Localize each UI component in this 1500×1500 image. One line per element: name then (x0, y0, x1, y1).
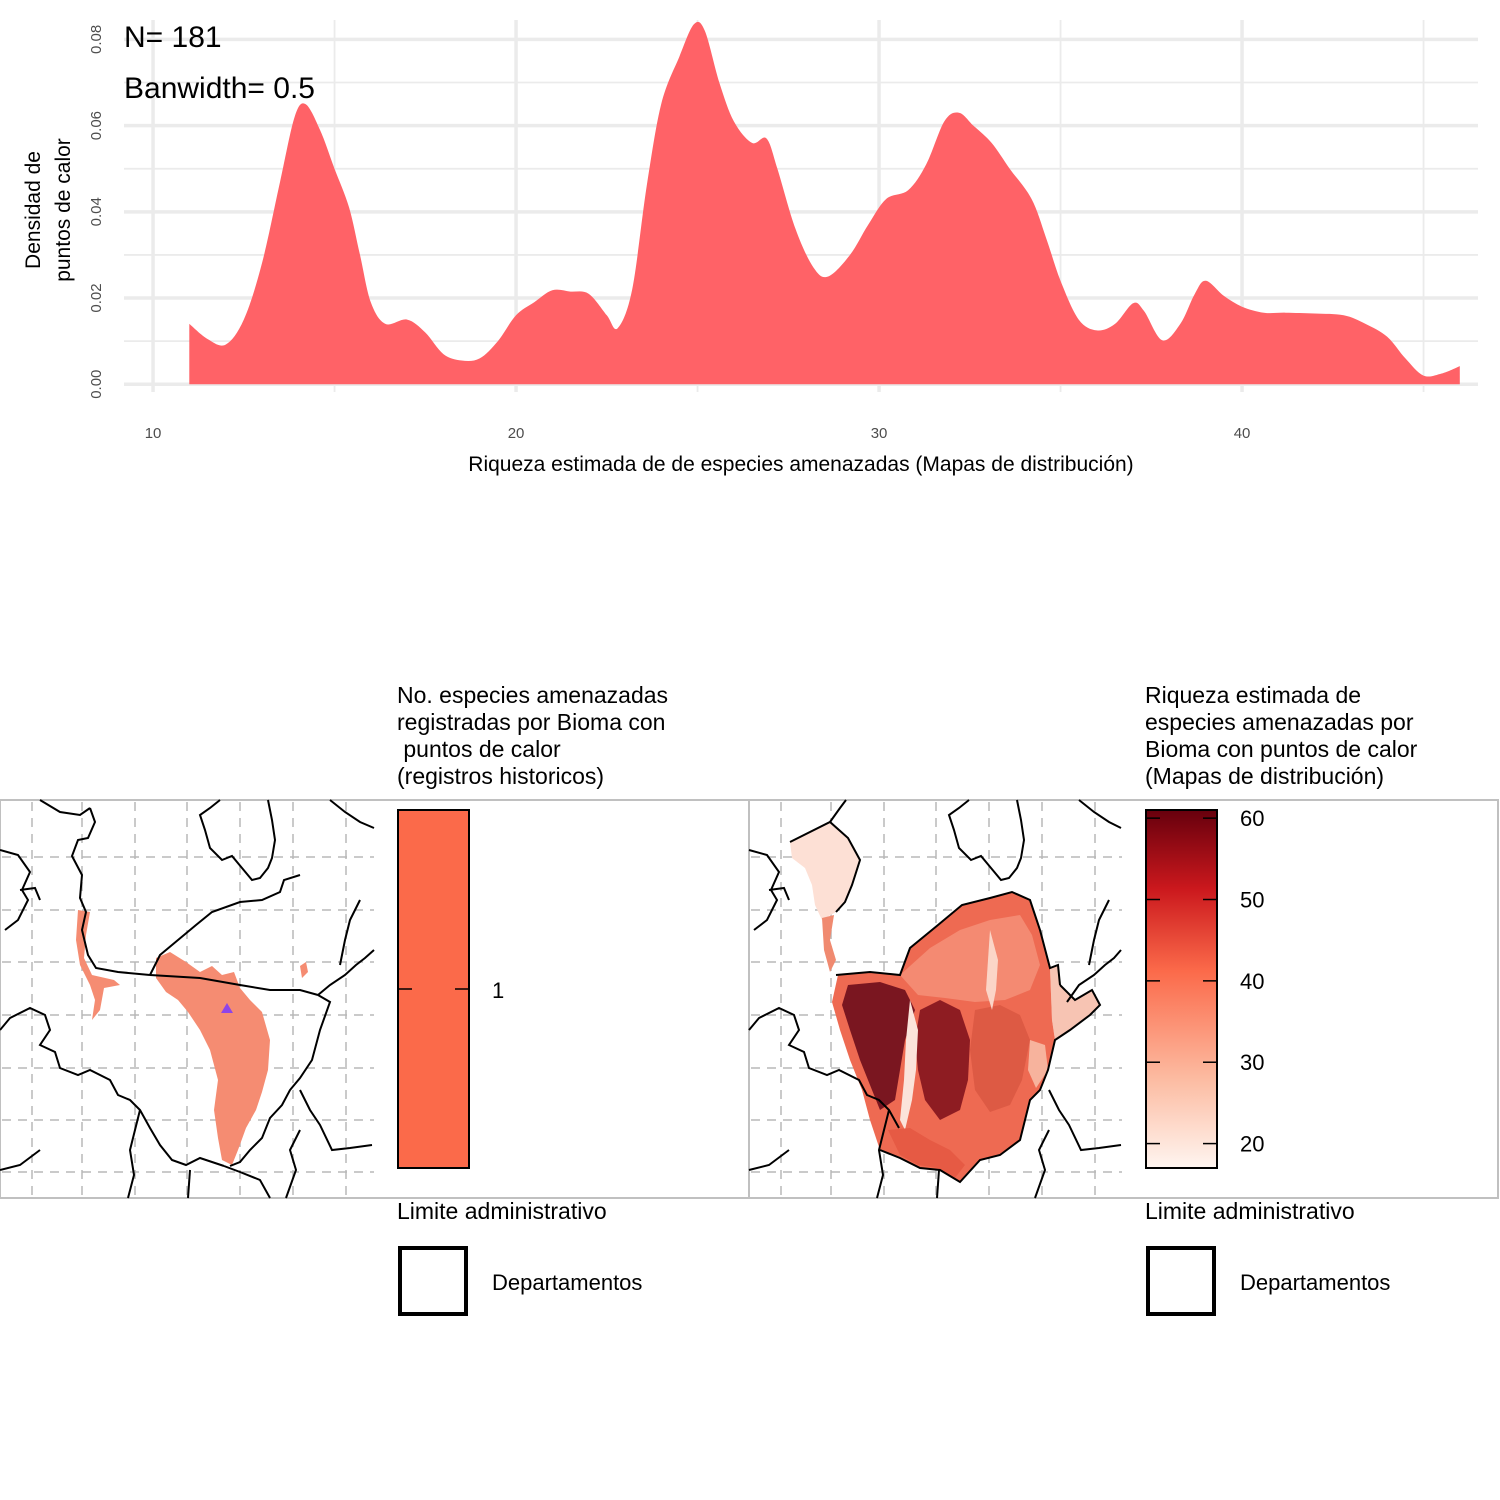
right-legend-ticks: 60 50 40 30 20 (1146, 806, 1264, 1157)
left-admin-legend-label: Departamentos (492, 1270, 642, 1295)
left-legend-title-line-2: registradas por Bioma con (397, 709, 665, 735)
density-chart: 10 20 30 40 0.00 0.02 0.04 0.06 0.08 N= 181 Ban… (22, 20, 1478, 476)
y-tick-label: 0.08 (88, 25, 105, 54)
left-legend-title-line-4: (registros historicos) (397, 763, 604, 789)
y-axis-title-line-1: Densidad de (22, 151, 45, 269)
colorbar-label: 40 (1240, 969, 1264, 994)
left-map-legend: No. especies amenazadas registradas por … (397, 682, 668, 1316)
x-tick-label: 40 (1234, 425, 1251, 442)
left-map-frame (0, 799, 750, 1199)
right-map-frame (748, 799, 1499, 1199)
left-admin-legend-key (398, 1246, 468, 1316)
right-legend-title-line-3: Bioma con puntos de calor (1145, 736, 1418, 762)
density-x-ticks: 10 20 30 40 (145, 425, 1251, 442)
left-map-hotspot-regions (76, 910, 308, 1165)
x-tick-label: 20 (508, 425, 525, 442)
right-legend-title-line-2: especies amenazadas por (1145, 709, 1414, 735)
density-y-ticks: 0.00 0.02 0.04 0.06 0.08 (88, 25, 105, 399)
x-axis-title: Riqueza estimada de de especies amenazad… (468, 453, 1133, 476)
right-map-richness-regions (790, 822, 1100, 1182)
y-tick-label: 0.00 (88, 370, 105, 399)
left-legend-title-line-1: No. especies amenazadas (397, 682, 668, 708)
left-legend-label: 1 (492, 978, 504, 1003)
colorbar-label: 30 (1240, 1050, 1264, 1075)
right-admin-legend-title: Limite administrativo (1145, 1198, 1355, 1224)
right-legend-title-line-1: Riqueza estimada de (1145, 682, 1361, 708)
annotation-bandwidth: Banwidth= 0.5 (124, 72, 315, 105)
annotation-n: N= 181 (124, 21, 222, 54)
colorbar-label: 20 (1240, 1132, 1264, 1157)
left-admin-legend-title: Limite administrativo (397, 1198, 607, 1224)
y-axis-title: Densidad de puntos de calor (22, 138, 75, 282)
left-map-panel (0, 799, 750, 1199)
x-tick-label: 10 (145, 425, 162, 442)
left-map-department-borders (0, 799, 375, 1199)
x-tick-label: 30 (871, 425, 888, 442)
right-admin-legend-key (1146, 1246, 1216, 1316)
right-legend-title-line-4: (Mapas de distribución) (1145, 763, 1384, 789)
right-map-department-borders (748, 799, 1122, 1199)
right-map-legend: Riqueza estimada de especies amenazadas … (1145, 682, 1418, 1316)
y-tick-label: 0.04 (88, 197, 105, 226)
right-admin-legend-label: Departamentos (1240, 1270, 1390, 1295)
y-tick-label: 0.06 (88, 111, 105, 140)
left-legend-title-line-3: puntos de calor (397, 736, 561, 762)
colorbar-label: 60 (1240, 806, 1264, 831)
y-tick-label: 0.02 (88, 283, 105, 312)
left-map-record-marker (221, 1003, 233, 1013)
colorbar-label: 50 (1240, 888, 1264, 913)
density-area (189, 21, 1460, 385)
right-legend-colorbar (1145, 809, 1218, 1169)
y-axis-title-line-2: puntos de calor (52, 138, 75, 282)
right-map-panel (748, 799, 1499, 1199)
